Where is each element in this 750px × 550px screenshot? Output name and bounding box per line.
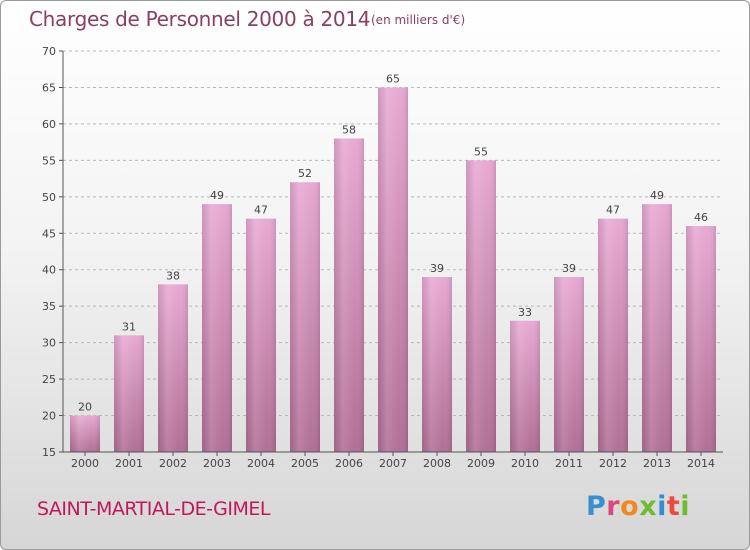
- logo-letter: i: [680, 491, 691, 522]
- data-label: 65: [386, 72, 400, 85]
- labels: 15 20 25 30 35 40 45 50 55 60 65 70 20 2000 31 2001 38 20…: [42, 45, 715, 470]
- bar-shade: [598, 218, 628, 452]
- y-tick-label: 45: [42, 227, 56, 240]
- x-tick-label: 2011: [555, 457, 583, 470]
- x-tick-label: 2004: [247, 457, 275, 470]
- proxiti-logo[interactable]: Proxiti: [586, 491, 690, 522]
- logo-letter: x: [639, 491, 658, 522]
- y-tick-label: 15: [42, 446, 56, 459]
- y-tick-label: 25: [42, 373, 56, 386]
- bar-shade: [510, 320, 540, 452]
- x-tick-label: 2007: [379, 457, 407, 470]
- chart-title: Charges de Personnel 2000 à 2014: [29, 7, 371, 31]
- data-label: 49: [650, 189, 664, 202]
- x-tick-label: 2001: [115, 457, 143, 470]
- data-label: 31: [122, 320, 136, 333]
- bar-shade: [70, 415, 100, 452]
- y-tick-label: 65: [42, 81, 56, 94]
- x-tick-label: 2006: [335, 457, 363, 470]
- bar-shade: [466, 160, 496, 452]
- y-tick-label: 40: [42, 264, 56, 277]
- data-label: 39: [562, 262, 576, 275]
- y-tick-label: 50: [42, 191, 56, 204]
- data-label: 33: [518, 306, 532, 319]
- y-tick-label: 60: [42, 118, 56, 131]
- x-tick-label: 2012: [599, 457, 627, 470]
- y-tick-label: 55: [42, 154, 56, 167]
- x-tick-label: 2005: [291, 457, 319, 470]
- bar-shade: [202, 204, 232, 452]
- data-label: 52: [298, 167, 312, 180]
- x-tick-label: 2000: [71, 457, 99, 470]
- bar-shade: [554, 277, 584, 452]
- data-label: 58: [342, 123, 356, 136]
- x-tick-label: 2008: [423, 457, 451, 470]
- logo-letter: o: [620, 491, 640, 522]
- logo-letter: t: [666, 491, 681, 522]
- bar-shade: [158, 284, 188, 452]
- data-label: 47: [606, 204, 620, 217]
- bar-shade: [246, 218, 276, 452]
- bar-shade: [290, 182, 320, 452]
- data-label: 47: [254, 204, 268, 217]
- data-label: 39: [430, 262, 444, 275]
- y-tick-label: 20: [42, 410, 56, 423]
- logo-letter: i: [657, 491, 667, 522]
- bar-shade: [378, 87, 408, 453]
- bar-shade: [334, 138, 364, 452]
- data-label: 55: [474, 145, 488, 158]
- commune-name: SAINT-MARTIAL-DE-GIMEL: [37, 498, 270, 520]
- axes: [59, 50, 723, 456]
- y-tick-label: 70: [42, 45, 56, 58]
- x-tick-label: 2014: [687, 457, 715, 470]
- y-tick-label: 30: [42, 337, 56, 350]
- bar-shade: [114, 335, 144, 452]
- x-tick-label: 2009: [467, 457, 495, 470]
- data-label: 46: [694, 211, 708, 224]
- data-label: 38: [166, 269, 180, 282]
- x-tick-label: 2002: [159, 457, 187, 470]
- chart-subtitle: (en milliers d'€): [371, 13, 466, 27]
- bars: [70, 87, 716, 453]
- data-label: 20: [78, 401, 92, 414]
- bar-shade: [686, 225, 716, 452]
- bar-shade: [642, 204, 672, 452]
- bar-shade: [422, 277, 452, 452]
- logo-letter: P: [586, 491, 607, 522]
- y-tick-label: 35: [42, 300, 56, 313]
- logo-letter: r: [606, 491, 621, 522]
- x-tick-label: 2003: [203, 457, 231, 470]
- x-tick-label: 2013: [643, 457, 671, 470]
- x-tick-label: 2010: [511, 457, 539, 470]
- data-label: 49: [210, 189, 224, 202]
